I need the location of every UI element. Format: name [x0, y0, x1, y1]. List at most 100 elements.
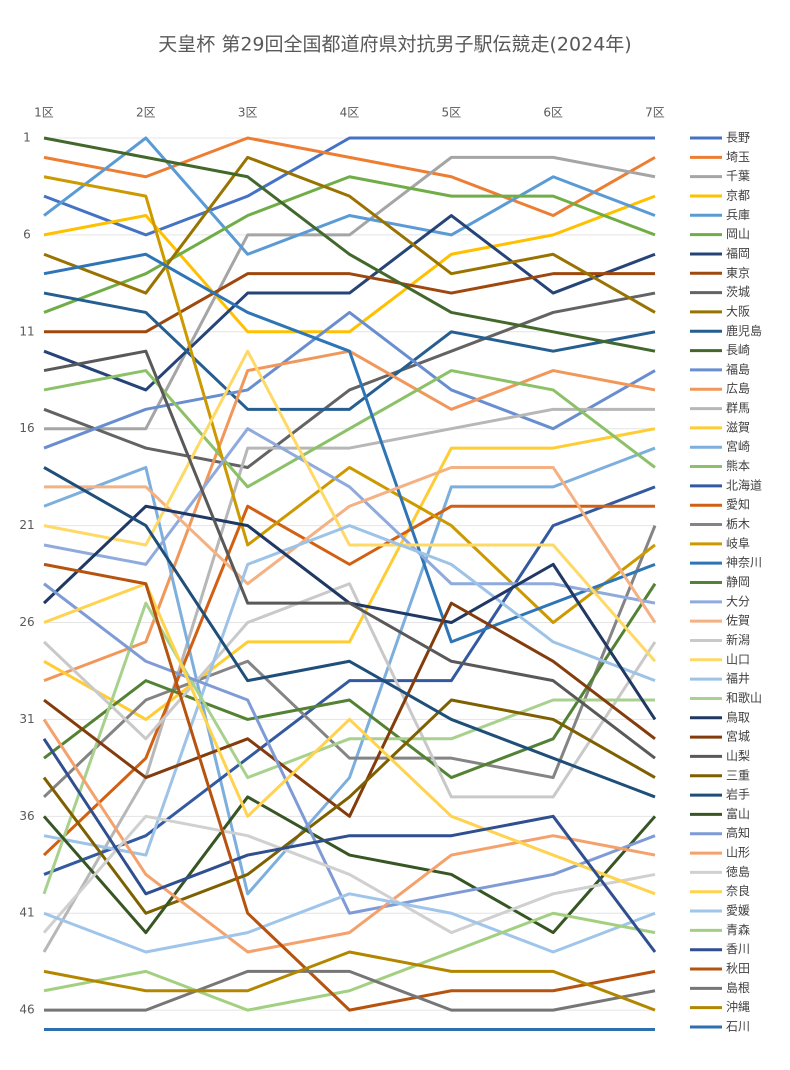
y-tick-label: 11	[19, 324, 34, 338]
legend-label: 鹿児島	[726, 323, 762, 338]
legend-label: 香川	[726, 942, 750, 956]
series-line	[43, 291, 656, 469]
series-line	[43, 136, 655, 237]
legend-label: 広島	[726, 381, 750, 396]
legend-label: 茨城	[726, 285, 750, 299]
x-tick-label: 4区	[340, 106, 360, 120]
y-tick-label: 41	[19, 906, 34, 920]
legend-label: 山梨	[726, 749, 750, 763]
series-line	[42, 601, 655, 895]
legend-label: 高知	[726, 825, 750, 840]
series-line	[42, 582, 657, 799]
legend-label: 埼玉	[726, 150, 750, 164]
series-line	[43, 911, 656, 1012]
series-line	[44, 272, 655, 334]
x-tick-label: 5区	[442, 106, 462, 120]
series-line	[43, 291, 656, 411]
x-tick-label: 6区	[543, 106, 563, 120]
series-line	[42, 737, 657, 953]
legend-label: 愛知	[726, 498, 750, 512]
legend-label: 奈良	[726, 883, 750, 898]
legend-label: 長野	[726, 131, 750, 145]
series-line	[43, 349, 656, 760]
series-line	[43, 136, 656, 218]
x-tick-label: 2区	[136, 106, 156, 120]
legend-label: 岩手	[726, 787, 750, 802]
x-tick-label: 3区	[238, 106, 258, 120]
series-line	[43, 136, 656, 256]
legend-label: 福島	[726, 361, 750, 376]
legend-label: 山口	[726, 652, 750, 666]
series-line	[44, 969, 656, 1012]
series-line	[42, 698, 656, 915]
legend-label: 徳島	[726, 864, 750, 879]
legend-label: 滋賀	[726, 420, 750, 434]
series-line	[43, 194, 656, 334]
series-line	[42, 525, 657, 799]
series-line	[43, 892, 656, 954]
series-line	[43, 349, 657, 663]
series-line	[43, 601, 656, 818]
y-tick-label: 31	[19, 712, 34, 726]
legend-label: 岡山	[726, 227, 750, 241]
series-line	[42, 504, 655, 857]
legend-label: 大分	[726, 594, 750, 608]
series-line	[43, 310, 656, 450]
legend-label: 宮城	[726, 729, 750, 744]
legend-label: 石川	[726, 1020, 750, 1034]
legend-label: 山形	[726, 846, 750, 860]
series-line	[42, 718, 656, 954]
legend-label: 沖縄	[726, 999, 750, 1014]
legend-label: 三重	[726, 768, 750, 782]
series-line	[43, 155, 656, 314]
y-tick-label: 26	[19, 615, 34, 629]
legend-label: 富山	[726, 806, 750, 821]
series-line	[43, 214, 656, 392]
legend-label: 新潟	[726, 632, 750, 647]
legend-label: 青森	[726, 922, 750, 937]
series-line	[43, 252, 656, 644]
series-line	[43, 582, 657, 780]
series-line	[43, 466, 656, 799]
legend-label: 東京	[726, 266, 750, 280]
series-line	[43, 175, 656, 314]
legend-label: 大阪	[726, 304, 750, 318]
series-line	[43, 175, 656, 625]
legend-label: 京都	[726, 188, 750, 202]
legend-label: 宮崎	[726, 439, 750, 454]
legend-label: 愛媛	[726, 904, 750, 918]
legend-label: 佐賀	[726, 614, 750, 628]
series-line	[43, 950, 656, 1012]
series-line	[42, 795, 657, 935]
legend-label: 栃木	[726, 517, 750, 531]
legend-label: 熊本	[726, 458, 750, 473]
legend-label: 島根	[726, 980, 750, 995]
y-tick-label: 46	[19, 1003, 34, 1017]
x-tick-label: 1区	[34, 106, 54, 120]
series-line	[43, 136, 656, 353]
legend-label: 千葉	[726, 169, 750, 183]
legend-label: 神奈川	[726, 556, 762, 570]
series-line	[43, 446, 656, 896]
series-line	[43, 582, 656, 915]
legend-label: 鳥取	[726, 709, 750, 724]
legend-label: 群馬	[726, 401, 750, 415]
series-line	[43, 562, 656, 1012]
series-line	[44, 155, 656, 431]
chart-title: 天皇杯 第29回全国都道府県対抗男子駅伝競走(2024年)	[158, 34, 631, 56]
legend-label: 福岡	[726, 245, 750, 260]
series-line	[43, 427, 656, 605]
series-line	[43, 369, 656, 489]
series-line	[43, 427, 656, 721]
legend-label: 長崎	[726, 343, 750, 357]
series-line	[44, 465, 657, 624]
legend-label: 秋田	[726, 962, 750, 976]
x-tick-label: 7区	[645, 106, 665, 120]
legend-label: 静岡	[726, 575, 750, 589]
y-tick-label: 16	[19, 421, 34, 435]
y-tick-label: 1	[23, 131, 31, 145]
y-tick-label: 21	[19, 518, 34, 532]
legend-label: 兵庫	[726, 208, 750, 222]
